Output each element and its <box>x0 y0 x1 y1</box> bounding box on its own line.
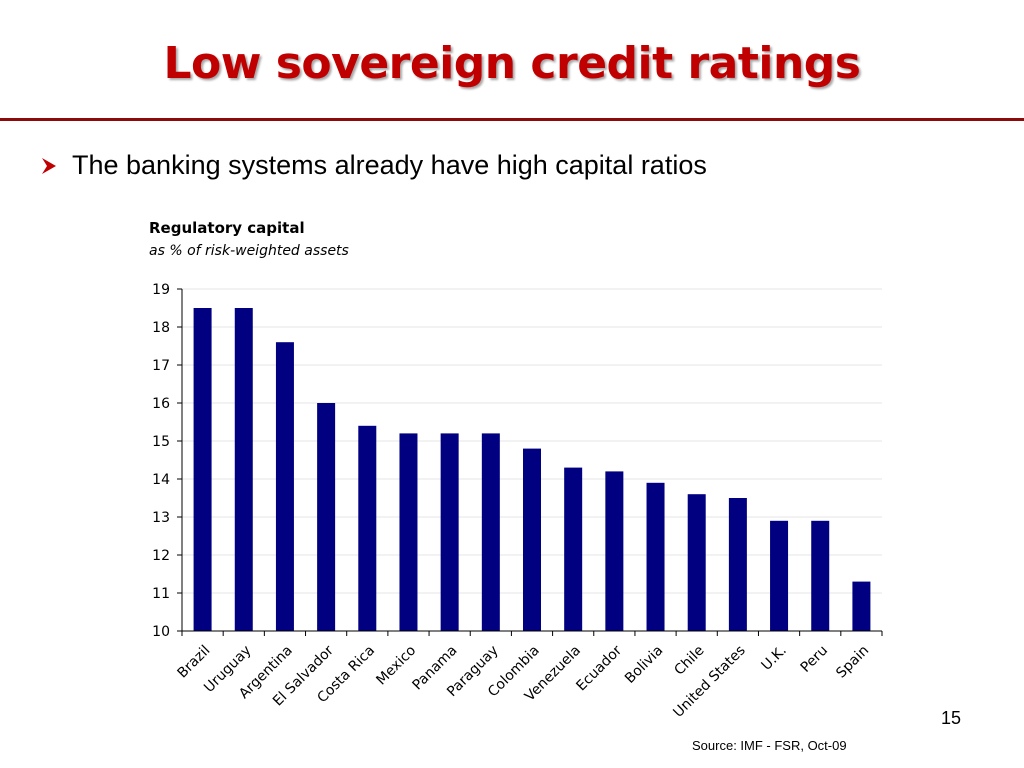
x-tick-label: Ecuador <box>573 642 625 694</box>
bar-argentina <box>275 342 294 631</box>
y-tick-label: 17 <box>152 358 170 374</box>
x-tick-label: Brazil <box>174 643 213 682</box>
arrowhead-bullet-icon <box>42 157 56 174</box>
y-tick-label: 10 <box>152 624 170 640</box>
bar-united-states <box>728 498 747 631</box>
page-number: 15 <box>941 708 962 728</box>
y-tick-label: 18 <box>152 320 170 336</box>
y-tick-label: 13 <box>152 510 170 526</box>
x-tick-label: Peru <box>798 643 831 676</box>
bar-u-k- <box>770 520 789 631</box>
bar-chile <box>687 494 706 631</box>
bar-costa-rica <box>358 425 377 631</box>
bullet-point: The banking systems already have high ca… <box>38 150 707 181</box>
y-tick-label: 11 <box>152 586 170 602</box>
bullet-text: The banking systems already have high ca… <box>72 150 707 180</box>
bar-el-salvador <box>317 403 336 631</box>
chart-subtitle: as % of risk-weighted assets <box>149 243 349 259</box>
x-tick-label: Spain <box>833 643 872 682</box>
x-tick-label: Bolivia <box>622 643 666 687</box>
bar-paraguay <box>481 433 500 631</box>
y-tick-label: 15 <box>152 434 170 450</box>
bar-peru <box>811 520 830 631</box>
y-tick-label: 16 <box>152 396 170 412</box>
bar-brazil <box>193 308 212 631</box>
y-tick-label: 12 <box>152 548 170 564</box>
source-note: Source: IMF - FSR, Oct-09 <box>692 738 847 753</box>
bar-venezuela <box>564 467 583 631</box>
y-tick-label: 19 <box>152 282 170 298</box>
bar-uruguay <box>234 308 253 631</box>
x-tick-label: U.K. <box>759 643 790 674</box>
bar-bolivia <box>646 482 665 631</box>
bar-ecuador <box>605 471 624 631</box>
title-divider <box>0 118 1024 121</box>
bar-colombia <box>523 448 541 631</box>
x-tick-label: Chile <box>671 643 707 679</box>
chart-title: Regulatory capital <box>149 219 305 237</box>
x-tick-label: United States <box>670 643 748 721</box>
y-tick-label: 14 <box>152 472 170 488</box>
slide-title: Low sovereign credit ratings <box>163 38 861 89</box>
bar-panama <box>440 433 459 631</box>
bar-spain <box>852 581 871 631</box>
bar-mexico <box>399 433 418 631</box>
